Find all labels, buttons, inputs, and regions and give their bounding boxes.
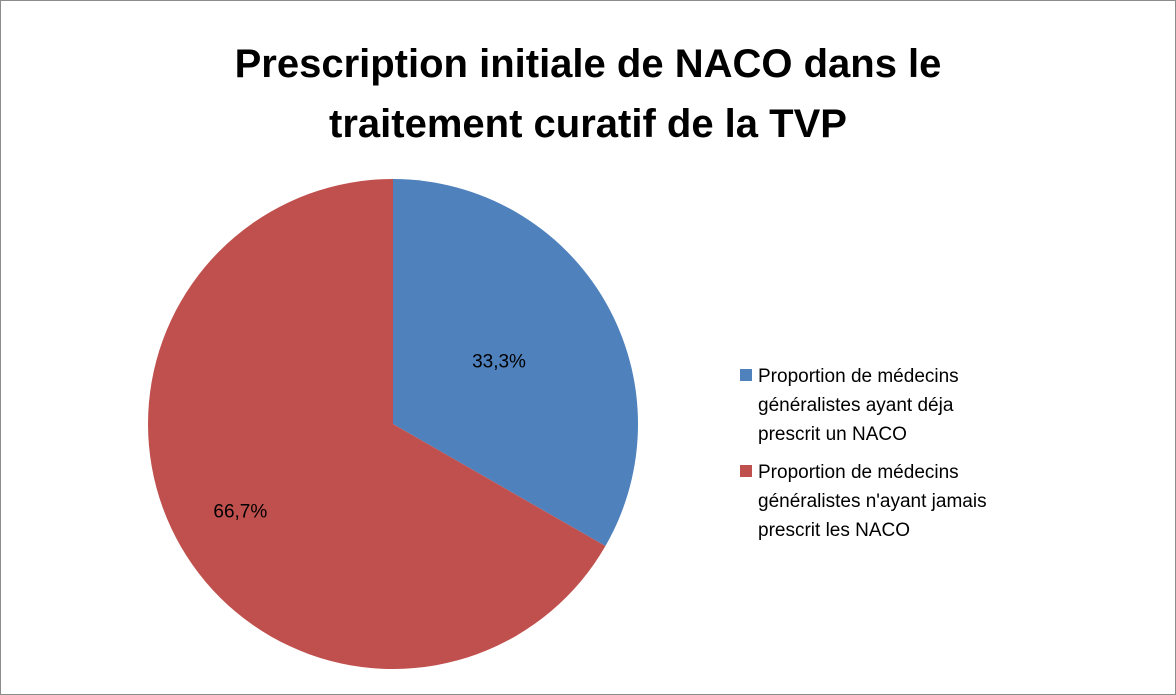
legend-label: Proportion de médecins généralistes n'ay… xyxy=(758,462,987,541)
chart-title: Prescription initiale de NACO dans le tr… xyxy=(234,42,942,146)
pie-slice xyxy=(148,179,606,669)
data-label: 66,7% xyxy=(213,501,267,522)
pie-slice xyxy=(393,179,638,547)
legend-item: Proportion de médecins généralistes ayan… xyxy=(740,362,1018,449)
legend-swatch xyxy=(740,369,752,381)
data-label: 33,3% xyxy=(472,352,526,373)
legend-label: Proportion de médecins généralistes ayan… xyxy=(758,366,959,445)
legend-item: Proportion de médecins généralistes n'ay… xyxy=(740,458,1018,545)
legend-swatch xyxy=(740,465,752,477)
